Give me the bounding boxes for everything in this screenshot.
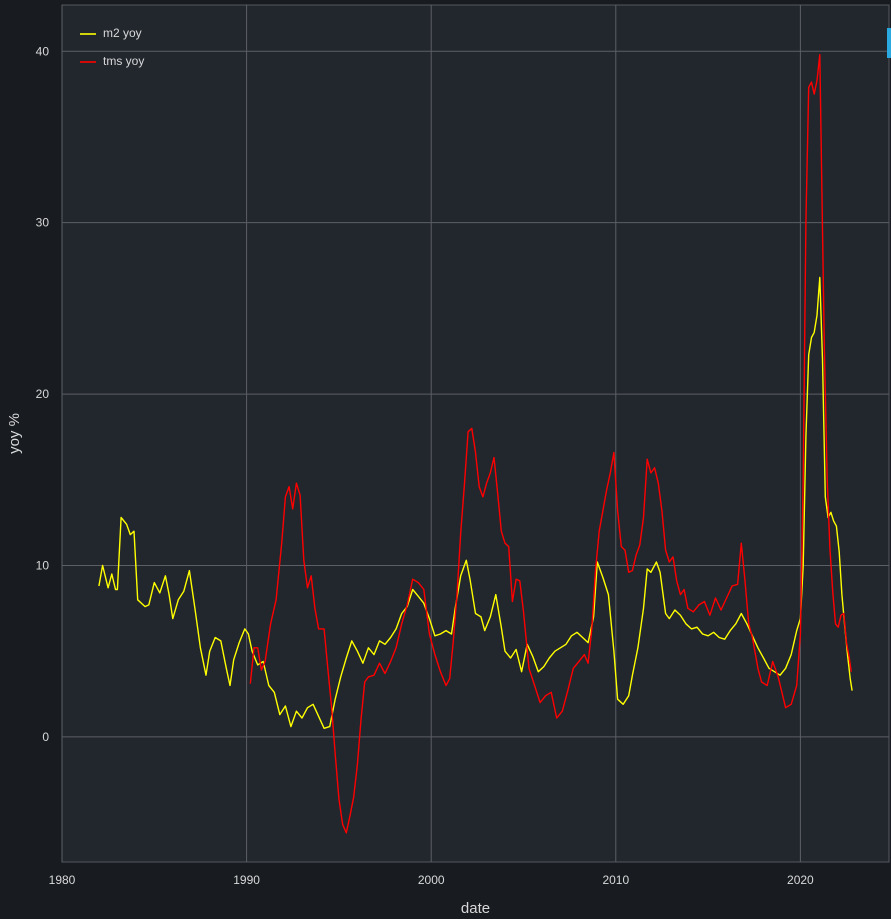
x-tick-label: 1980 (49, 873, 76, 887)
y-tick-label: 40 (36, 44, 50, 58)
scroll-indicator[interactable] (887, 28, 891, 58)
y-tick-label: 20 (36, 387, 50, 401)
legend-label: tms yoy (103, 54, 144, 68)
y-tick-label: 10 (36, 558, 50, 572)
grid-lines (61, 5, 889, 862)
series-line-m2-yoy (98, 276, 853, 729)
series-layer (98, 54, 853, 834)
x-axis-title: date (461, 900, 490, 917)
y-axis-title: yoy % (6, 413, 23, 454)
x-tick-label: 2020 (787, 873, 814, 887)
x-tick-label: 1990 (233, 873, 260, 887)
legend-label: m2 yoy (103, 26, 142, 40)
x-tick-label: 2010 (602, 873, 629, 887)
plot-area (61, 4, 890, 863)
legend: m2 yoy tms yoy (80, 26, 144, 68)
series-line-tms-yoy (249, 54, 852, 834)
y-tick-label: 30 (36, 216, 50, 230)
tick-labels: 1980 1990 2000 2010 2020 0 10 20 30 40 (36, 44, 814, 887)
y-tick-label: 0 (42, 730, 49, 744)
x-tick-label: 2000 (418, 873, 445, 887)
